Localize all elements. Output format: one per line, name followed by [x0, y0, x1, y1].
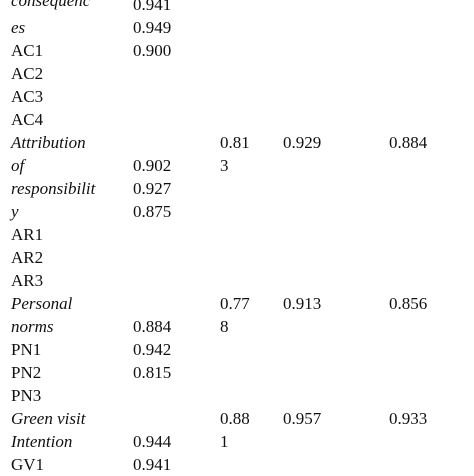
loading-value: 0.927: [133, 179, 172, 198]
item-label: AR1: [11, 225, 44, 244]
loading-value: 0.884: [133, 317, 172, 336]
loading-value: 0.949: [133, 18, 172, 37]
alpha-value: 0.884: [389, 133, 428, 152]
construct-label: Personal: [11, 294, 73, 313]
loading-value: 0.941: [133, 0, 172, 14]
loading-value: 0.944: [133, 432, 172, 451]
ave-value: 0.88: [220, 409, 250, 428]
ave-value-wrap: 8: [220, 317, 229, 336]
construct-label: Attribution: [11, 133, 86, 152]
alpha-value: 0.933: [389, 409, 428, 428]
loading-value: 0.815: [133, 363, 172, 382]
loading-value: 0.941: [133, 455, 172, 474]
construct-label: y: [11, 202, 19, 221]
loading-value: 0.900: [133, 41, 172, 60]
construct-label: es: [11, 18, 26, 37]
ave-value-wrap: 1: [220, 432, 229, 451]
construct-label: Intention: [11, 432, 73, 451]
ave-value-wrap: 3: [220, 156, 229, 175]
construct-label: consequenc: [11, 0, 91, 10]
item-label: AC1: [11, 41, 44, 60]
item-label: AC2: [11, 64, 44, 83]
loading-value: 0.942: [133, 340, 172, 359]
ave-value: 0.77: [220, 294, 250, 313]
item-label: PN3: [11, 386, 42, 405]
construct-label: responsibilit: [11, 179, 96, 198]
construct-label: of: [11, 156, 25, 175]
cr-value: 0.929: [283, 133, 322, 152]
loading-value: 0.875: [133, 202, 172, 221]
construct-label: Green visit: [11, 409, 86, 428]
item-label: GV1: [11, 455, 45, 474]
cr-value: 0.913: [283, 294, 322, 313]
loading-value: 0.902: [133, 156, 172, 175]
cr-value: 0.957: [283, 409, 322, 428]
item-label: PN2: [11, 363, 42, 382]
construct-label: norms: [11, 317, 54, 336]
ave-value: 0.81: [220, 133, 250, 152]
alpha-value: 0.856: [389, 294, 428, 313]
item-label: AR2: [11, 248, 44, 267]
item-label: AR3: [11, 271, 44, 290]
item-label: AC3: [11, 87, 44, 106]
item-label: AC4: [11, 110, 44, 129]
item-label: PN1: [11, 340, 42, 359]
